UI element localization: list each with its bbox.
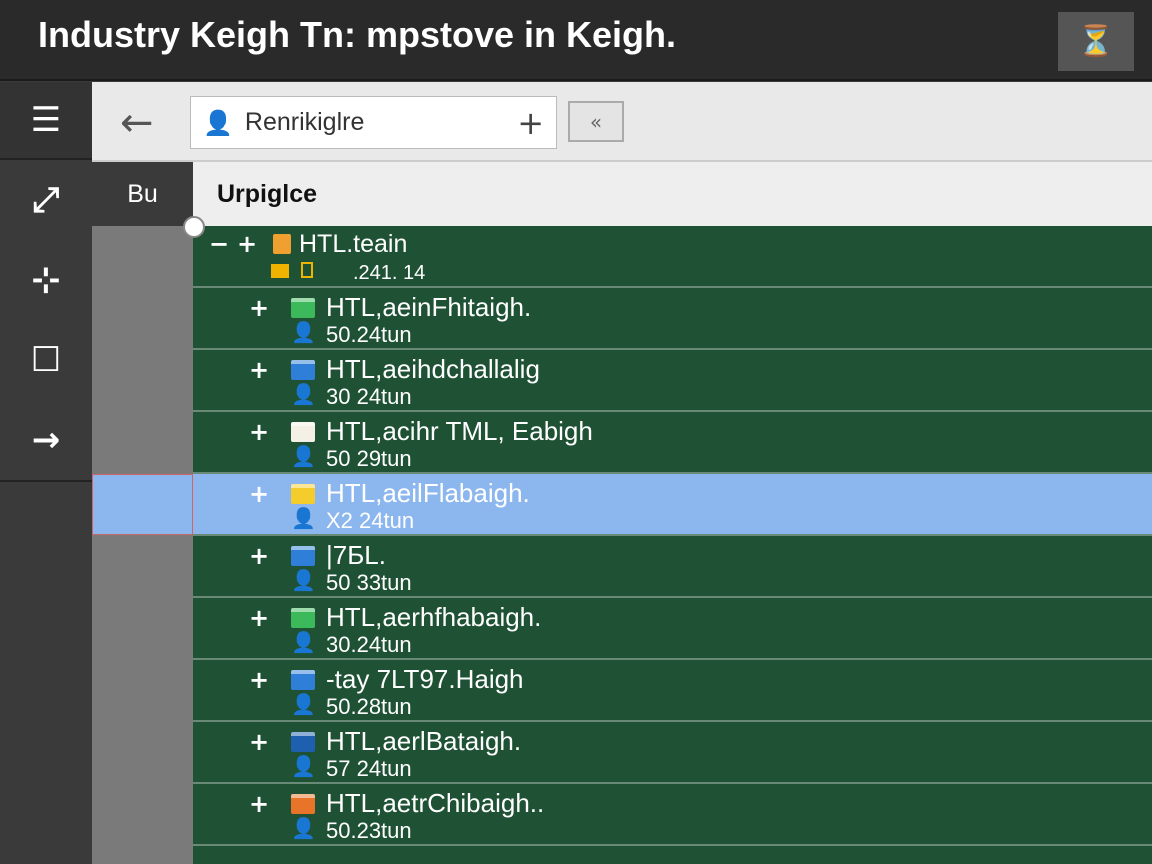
address-value[interactable]: Renrikiglre xyxy=(244,108,365,136)
expand-icon[interactable]: + xyxy=(249,356,270,384)
tool-icon[interactable]: ⊹ xyxy=(31,260,61,300)
badge-icon xyxy=(271,264,289,278)
file-icon xyxy=(291,608,315,628)
add-button[interactable]: + xyxy=(517,103,544,142)
tree-item-size: 50 33tun xyxy=(326,570,412,595)
address-field[interactable]: 👤 Renrikiglre + xyxy=(190,96,557,149)
tree-item-size: 30 24tun xyxy=(326,384,412,409)
square-icon[interactable]: ☐ xyxy=(30,340,62,380)
arrow-right-icon[interactable]: → xyxy=(31,420,61,460)
expand-icon[interactable]: + xyxy=(249,480,270,508)
expand-icon[interactable]: + xyxy=(249,790,270,818)
resize-icon[interactable]: ⤢ xyxy=(32,180,60,220)
tree-view: − + HTL.teain .241. 14 + HTL,aeinFhitaig… xyxy=(193,226,1152,864)
tree-item-name: HTL,aeihdchallalig xyxy=(326,354,540,384)
tree-row[interactable]: + HTL,aerhfhabaigh. 👤 30.24tun xyxy=(193,598,1152,660)
tree-root-name: HTL.teain xyxy=(299,230,408,258)
tree-row[interactable]: + HTL,aeinFhitaigh. 👤 50.24tun xyxy=(193,288,1152,350)
tree-item-name: HTL,acihr TML, Eabigh xyxy=(326,416,593,446)
tree-item-name: HTL,aerlBataigh. xyxy=(326,726,522,756)
device-icon xyxy=(301,262,313,278)
person-icon: 👤 xyxy=(291,568,316,592)
selection-highlight xyxy=(92,474,193,535)
menu-icon[interactable]: ☰ xyxy=(0,82,92,160)
tree-row[interactable]: + HTL,aeilFlabaigh. 👤 X2 24tun xyxy=(193,474,1152,536)
column-resize-handle[interactable] xyxy=(183,216,205,238)
expand-icon[interactable]: + xyxy=(249,728,270,756)
person-icon: 👤 xyxy=(291,754,316,778)
file-icon xyxy=(291,360,315,380)
tree-item-name: HTL,aeilFlabaigh. xyxy=(326,478,530,508)
tree-item-size: 50.23tun xyxy=(326,818,412,843)
person-icon: 👤 xyxy=(291,506,316,530)
tree-item-name: HTL,aetrChibaigh.. xyxy=(326,788,545,818)
tree-item-size: 57 24tun xyxy=(326,756,412,781)
expand-icon[interactable]: + xyxy=(249,666,270,694)
person-icon: 👤 xyxy=(291,444,316,468)
user-icon: 👤 xyxy=(203,108,233,137)
tree-item-size: X2 24tun xyxy=(326,508,415,533)
tree-row[interactable]: + |7БL. 👤 50 33tun xyxy=(193,536,1152,598)
file-icon xyxy=(291,794,315,814)
title-bar: Industry Keigh Tn: mpstove in Keigh. ⏳ xyxy=(0,0,1152,81)
tree-item-name: HTL,aeinFhitaigh. xyxy=(326,292,532,322)
person-icon: 👤 xyxy=(291,630,316,654)
tree-root-row[interactable]: − + HTL.teain .241. 14 xyxy=(193,226,1152,288)
person-icon: 👤 xyxy=(291,692,316,716)
left-column xyxy=(92,226,193,864)
tree-root-size: .241. 14 xyxy=(353,262,426,284)
file-icon xyxy=(291,298,315,318)
person-icon: 👤 xyxy=(291,816,316,840)
person-icon: 👤 xyxy=(291,320,316,344)
tree-item-size: 50 29tun xyxy=(326,446,412,471)
tree-item-name: -tay 7LT97.Haigh xyxy=(326,664,524,694)
tree-item-name: HTL,aerhfhabaigh. xyxy=(326,602,542,632)
tree-item-size: 50.28tun xyxy=(326,694,412,719)
tree-row[interactable]: + HTL,aeihdchallalig 👤 30 24tun xyxy=(193,350,1152,412)
collapse-button[interactable]: « xyxy=(568,101,624,142)
main-column-header[interactable]: Urpiglce xyxy=(193,162,1152,226)
file-icon xyxy=(291,422,315,442)
expand-icon[interactable]: + xyxy=(249,542,270,570)
tree-item-size: 30.24tun xyxy=(326,632,412,657)
expand-icon[interactable]: + xyxy=(249,418,270,446)
expand-icon[interactable]: + xyxy=(249,294,270,322)
tree-item-name: |7БL. xyxy=(326,540,386,570)
toolbar: ← 👤 Renrikiglre + « xyxy=(92,82,1152,162)
tree-row[interactable]: + HTL,aetrChibaigh.. 👤 50.23tun xyxy=(193,784,1152,846)
expand-icon[interactable]: + xyxy=(249,604,270,632)
tree-row[interactable]: + HTL,aerlBataigh. 👤 57 24tun xyxy=(193,722,1152,784)
expand-icon[interactable]: + xyxy=(237,230,258,258)
back-arrow-icon[interactable]: ← xyxy=(120,100,154,146)
left-column-header[interactable]: Bu xyxy=(92,162,193,226)
tree-row[interactable]: + HTL,acihr TML, Eabigh 👤 50 29tun xyxy=(193,412,1152,474)
folder-lock-icon xyxy=(273,234,291,254)
file-icon xyxy=(291,732,315,752)
filter-glass-icon[interactable]: ⏳ xyxy=(1058,12,1134,71)
file-icon xyxy=(291,546,315,566)
sidebar: ☰ ⤢ ⊹ ☐ → xyxy=(0,82,92,864)
person-icon: 👤 xyxy=(291,382,316,406)
collapse-icon[interactable]: − xyxy=(209,230,230,258)
tree-row[interactable]: + -tay 7LT97.Haigh 👤 50.28tun xyxy=(193,660,1152,722)
tree-item-size: 50.24tun xyxy=(326,322,412,347)
file-icon xyxy=(291,670,315,690)
window-title: Industry Keigh Tn: mpstove in Keigh. xyxy=(38,14,677,55)
file-icon xyxy=(291,484,315,504)
